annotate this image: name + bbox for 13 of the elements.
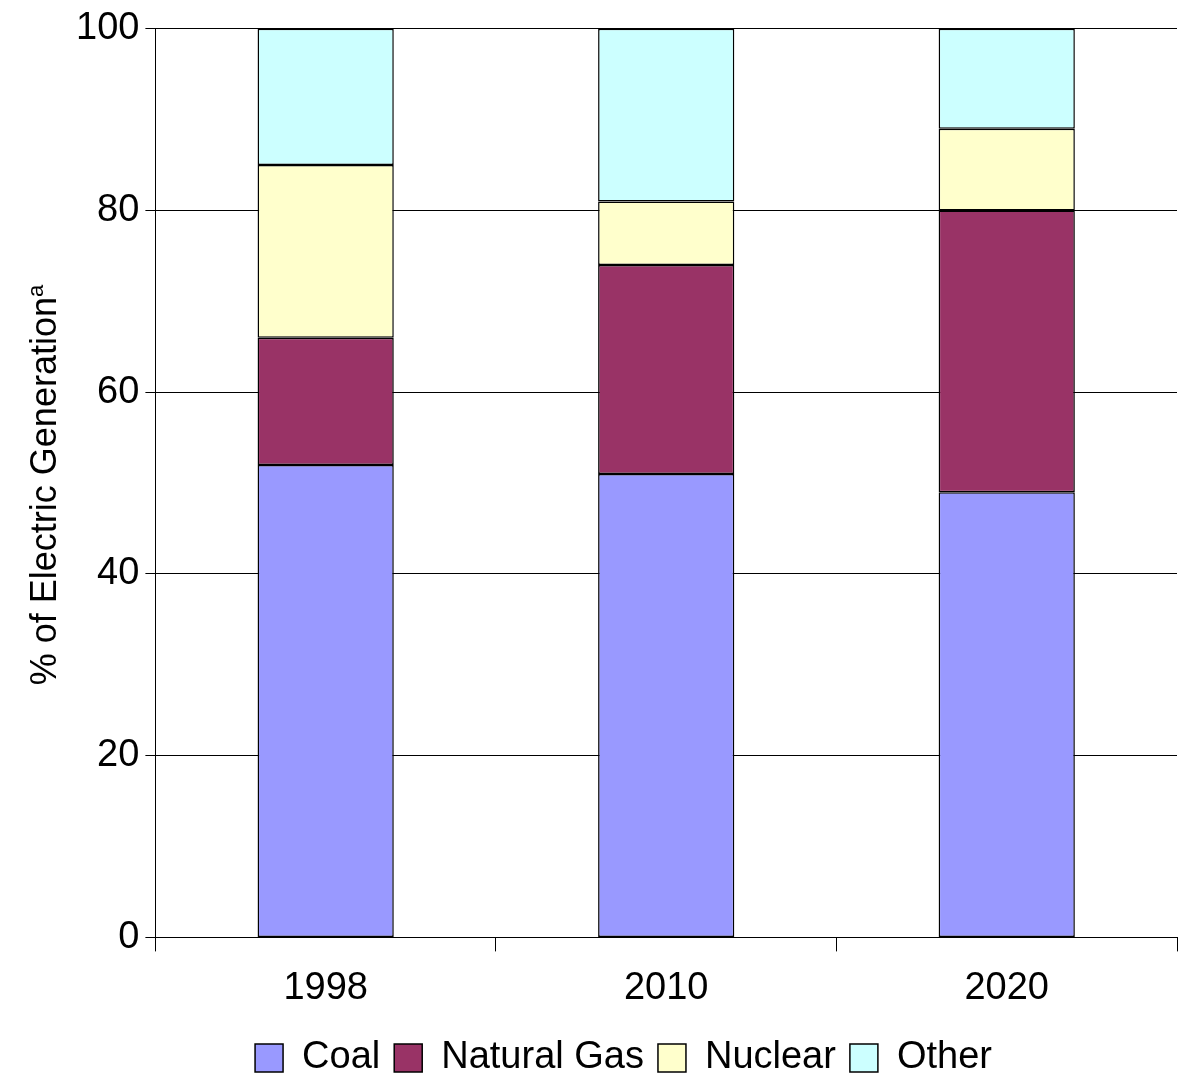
legend-label: Other — [896, 1034, 993, 1077]
x-tick-label: 2010 — [623, 964, 709, 1007]
y-tick-label: 100 — [76, 5, 140, 48]
legend-label: Nuclear — [704, 1034, 837, 1077]
x-tick-label: 1998 — [283, 964, 368, 1007]
y-tick-label: 60 — [97, 368, 140, 411]
y-tick-label: 0 — [118, 913, 140, 956]
legend-label: Coal — [302, 1034, 381, 1077]
x-tick-label: 2020 — [964, 964, 1050, 1007]
y-tick-label: 80 — [97, 187, 140, 229]
y-tick-label: 20 — [97, 732, 140, 775]
legend-label: Natural Gas — [441, 1034, 644, 1077]
y-tick-label: 40 — [97, 550, 140, 593]
